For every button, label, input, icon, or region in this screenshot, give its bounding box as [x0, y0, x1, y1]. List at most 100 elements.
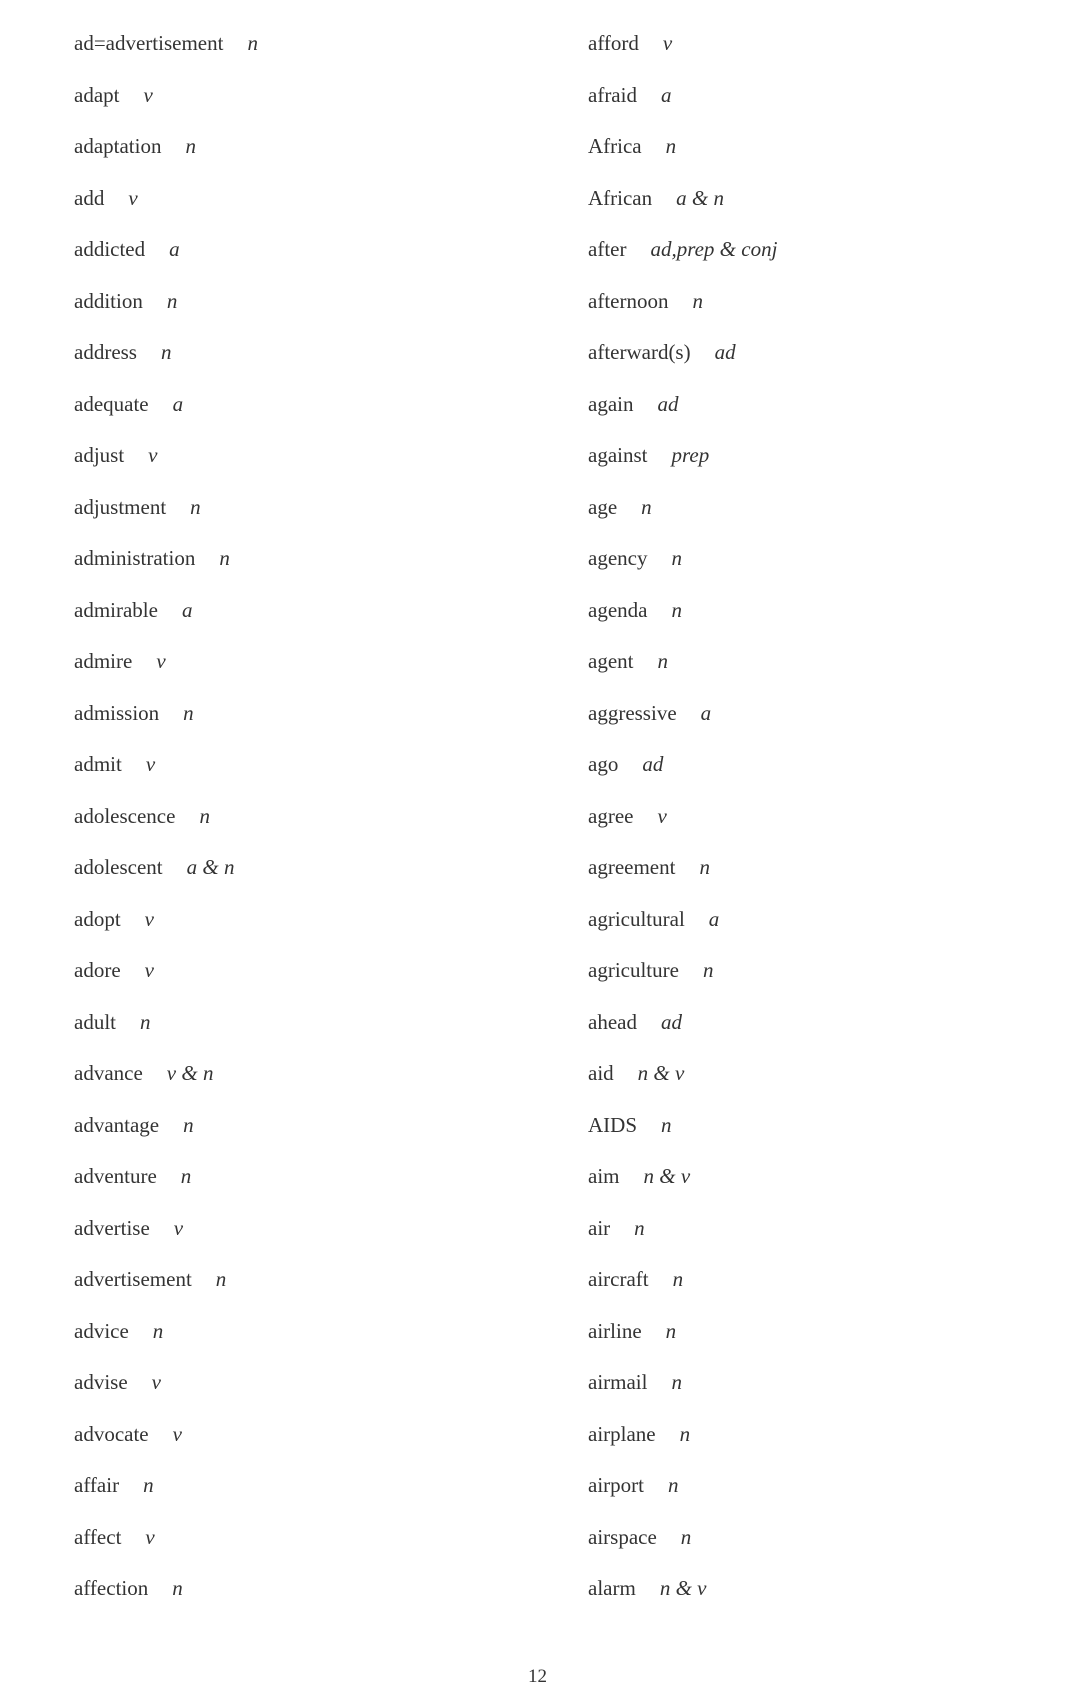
- entry-word: agency: [588, 546, 648, 570]
- part-of-speech: n: [143, 1473, 154, 1497]
- word-entry: adopt v: [74, 906, 258, 958]
- word-entry: afford v: [588, 30, 777, 82]
- part-of-speech: n: [672, 1267, 684, 1291]
- word-entry: afternoon n: [588, 288, 777, 340]
- word-entry: admire v: [74, 648, 258, 700]
- word-entry: air n: [588, 1215, 777, 1267]
- entry-word: aim: [588, 1164, 620, 1188]
- word-entry: adult n: [74, 1009, 258, 1061]
- entry-word: again: [588, 391, 634, 416]
- entry-word: advance: [74, 1061, 143, 1085]
- part-of-speech: a: [708, 906, 720, 931]
- part-of-speech: ad,prep & conj: [650, 237, 778, 261]
- part-of-speech: n: [657, 649, 668, 673]
- word-entry: aid n & v: [588, 1060, 777, 1112]
- part-of-speech: n: [641, 494, 652, 519]
- word-entry: advice n: [74, 1318, 258, 1370]
- entry-word: addition: [74, 288, 143, 313]
- word-entry: adaptation n: [74, 133, 258, 185]
- entry-word: AIDS: [588, 1112, 638, 1137]
- part-of-speech: a: [169, 237, 180, 261]
- entry-word: agree: [588, 803, 634, 828]
- word-entry: agreement n: [588, 854, 777, 906]
- word-entry: addition n: [74, 288, 258, 340]
- entry-word: add: [74, 185, 105, 210]
- entry-word: adapt: [74, 82, 120, 107]
- entry-word: after: [588, 237, 627, 261]
- word-entry: agenda n: [588, 597, 777, 649]
- part-of-speech: ad: [642, 752, 664, 776]
- word-entry: address n: [74, 339, 258, 391]
- entry-word: ago: [588, 752, 619, 776]
- entry-word: African: [588, 185, 653, 210]
- entry-word: affection: [74, 1576, 149, 1600]
- entry-word: airline: [588, 1318, 642, 1343]
- entry-word: admire: [74, 649, 133, 673]
- part-of-speech: v: [144, 906, 154, 931]
- part-of-speech: n: [665, 134, 677, 158]
- part-of-speech: a: [181, 597, 193, 622]
- word-entry: afraid a: [588, 82, 777, 134]
- word-entry: advocate v: [74, 1421, 258, 1473]
- part-of-speech: v: [145, 1524, 155, 1549]
- word-entry: agriculture n: [588, 957, 777, 1009]
- word-entry: airmail n: [588, 1369, 777, 1421]
- word-entry: agree v: [588, 803, 777, 855]
- entry-word: adult: [74, 1009, 116, 1034]
- part-of-speech: n: [215, 1267, 227, 1291]
- entry-word: admit: [74, 752, 122, 776]
- word-entry: agent n: [588, 648, 777, 700]
- word-entry: adequate a: [74, 391, 258, 443]
- word-entry: admit v: [74, 751, 258, 803]
- part-of-speech: n: [702, 958, 714, 982]
- word-entry: admirable a: [74, 597, 258, 649]
- part-of-speech: ad: [660, 1009, 682, 1034]
- entry-word: agent: [588, 649, 634, 673]
- part-of-speech: ad: [714, 340, 736, 364]
- entry-word: agreement: [588, 855, 676, 879]
- part-of-speech: v: [173, 1215, 184, 1240]
- entry-word: afford: [588, 31, 639, 55]
- part-of-speech: n & v: [659, 1576, 707, 1600]
- word-entry: African a & n: [588, 185, 777, 237]
- entry-word: agenda: [588, 597, 648, 622]
- entry-word: affect: [74, 1524, 122, 1549]
- entry-word: adjust: [74, 443, 125, 467]
- part-of-speech: n: [190, 494, 201, 519]
- part-of-speech: n: [199, 803, 210, 828]
- entry-word: administration: [74, 546, 196, 570]
- entry-word: ahead: [588, 1009, 637, 1034]
- word-entry: addicted a: [74, 236, 258, 288]
- entry-word: Africa: [588, 134, 642, 158]
- part-of-speech: prep: [671, 443, 710, 467]
- part-of-speech: a & n: [676, 185, 724, 210]
- entry-word: adopt: [74, 906, 121, 931]
- part-of-speech: n: [667, 1473, 679, 1497]
- part-of-speech: v: [151, 1370, 161, 1394]
- part-of-speech: v: [128, 185, 138, 210]
- word-entry: adjustment n: [74, 494, 258, 546]
- word-entry: aim n & v: [588, 1163, 777, 1215]
- entry-word: adjustment: [74, 494, 167, 519]
- part-of-speech: n: [671, 597, 682, 622]
- part-of-speech: a & n: [186, 855, 235, 879]
- part-of-speech: n: [219, 546, 230, 570]
- part-of-speech: n: [185, 134, 196, 158]
- part-of-speech: n: [166, 288, 178, 313]
- entry-word: ad=advertisement: [74, 31, 224, 55]
- entry-word: agricultural: [588, 906, 685, 931]
- word-entry: age n: [588, 494, 777, 546]
- part-of-speech: ad: [657, 391, 679, 416]
- entry-word: adventure: [74, 1164, 157, 1188]
- part-of-speech: v & n: [166, 1061, 214, 1085]
- part-of-speech: n: [247, 31, 258, 55]
- entry-word: adolescent: [74, 855, 163, 879]
- part-of-speech: n: [661, 1112, 672, 1137]
- part-of-speech: a: [660, 82, 672, 107]
- word-entry: ago ad: [588, 751, 777, 803]
- word-entry: adjust v: [74, 442, 258, 494]
- entry-word: advantage: [74, 1112, 160, 1137]
- part-of-speech: n: [692, 288, 703, 313]
- entry-word: agriculture: [588, 958, 679, 982]
- entry-word: aggressive: [588, 700, 677, 725]
